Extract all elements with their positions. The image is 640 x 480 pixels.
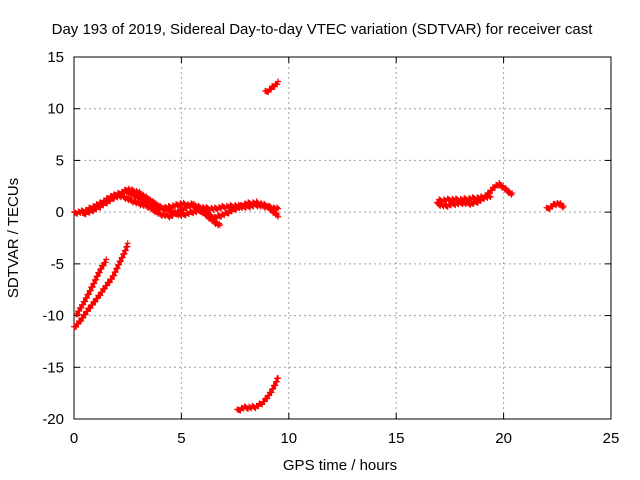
- y-tick-label: -15: [42, 359, 64, 376]
- x-tick-label: 0: [70, 430, 78, 447]
- series-arc-7: [234, 375, 282, 414]
- axes-layer: 0 5 10 15 20 25 -20 -15 -10 -5 0 5 10 15: [42, 49, 619, 447]
- data-points: [262, 78, 282, 95]
- series-arc-8: [434, 179, 516, 210]
- series-arc-4: [73, 256, 110, 318]
- x-tick-label: 5: [177, 430, 185, 447]
- y-tick-label: 15: [47, 49, 64, 66]
- series-arc-10: [543, 199, 567, 212]
- y-axis-label: SDTVAR / TECUs: [5, 178, 22, 298]
- x-tick-label: 10: [280, 430, 297, 447]
- series-arc-3: [83, 191, 224, 229]
- y-tick-label: -5: [51, 256, 64, 273]
- y-tick-label: 10: [47, 101, 64, 118]
- data-points: [73, 256, 110, 318]
- data-points: [83, 191, 224, 229]
- data-points: [436, 192, 494, 205]
- data-points: [234, 375, 282, 414]
- series-arc-5: [71, 240, 131, 330]
- x-tick-label: 15: [388, 430, 405, 447]
- series-arc-9: [436, 192, 494, 205]
- data-layer: [71, 78, 567, 414]
- x-tick-label: 20: [495, 430, 512, 447]
- plot-frame: [73, 56, 612, 420]
- data-points: [434, 179, 516, 210]
- chart-title: Day 193 of 2019, Sidereal Day-to-day VTE…: [52, 21, 594, 38]
- data-points: [543, 199, 567, 212]
- y-tick-label: -20: [42, 411, 64, 428]
- grid-layer: [74, 57, 611, 419]
- y-tick-label: -10: [42, 308, 64, 325]
- x-axis-label: GPS time / hours: [283, 457, 397, 474]
- y-tick-label: 5: [56, 152, 64, 169]
- y-tick-label: 0: [56, 204, 64, 221]
- data-points: [71, 240, 131, 330]
- x-tick-label: 25: [603, 430, 620, 447]
- series-arc-6: [262, 78, 282, 95]
